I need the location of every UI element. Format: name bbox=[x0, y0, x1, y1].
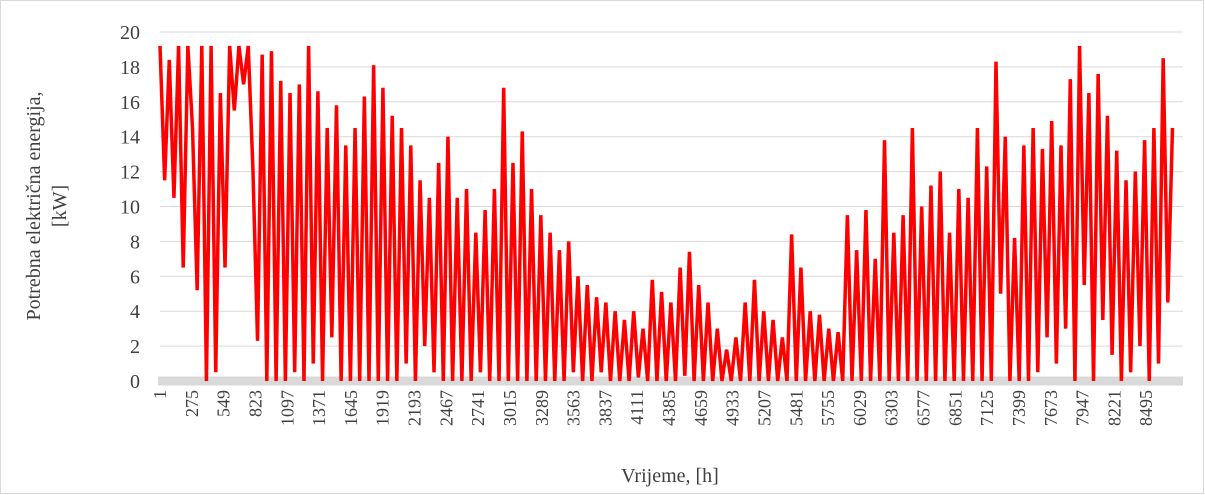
x-tick-label: 6851 bbox=[945, 390, 965, 426]
y-tick-label: 0 bbox=[130, 371, 140, 393]
y-axis-title: Potrebna električna energija, bbox=[23, 92, 45, 321]
x-axis-title: Vrijeme, [h] bbox=[621, 465, 719, 487]
y-tick-label: 16 bbox=[120, 92, 140, 114]
y-tick-label: 10 bbox=[120, 197, 140, 219]
y-tick-label: 2 bbox=[130, 336, 140, 358]
x-tick-label: 549 bbox=[214, 390, 234, 417]
x-tick-label: 2467 bbox=[436, 390, 456, 426]
y-tick-label: 4 bbox=[130, 301, 140, 323]
x-tick-label: 1 bbox=[150, 390, 170, 399]
x-tick-label: 4659 bbox=[691, 390, 711, 426]
x-tick-label: 4933 bbox=[723, 390, 743, 426]
x-tick-label: 7125 bbox=[977, 390, 997, 426]
x-tick-label: 7399 bbox=[1009, 390, 1029, 426]
x-tick-label: 8495 bbox=[1136, 390, 1156, 426]
x-tick-label: 3837 bbox=[595, 390, 615, 426]
y-tick-label: 18 bbox=[120, 57, 140, 79]
x-tick-label: 6577 bbox=[914, 390, 934, 426]
x-tick-label: 3289 bbox=[532, 390, 552, 426]
x-tick-label: 275 bbox=[182, 390, 202, 417]
x-tick-label: 4385 bbox=[659, 390, 679, 426]
x-tick-label: 1371 bbox=[309, 390, 329, 426]
x-tick-label: 4111 bbox=[627, 390, 647, 425]
x-tick-label: 2741 bbox=[468, 390, 488, 426]
x-tick-label: 7673 bbox=[1041, 390, 1061, 426]
x-tick-label: 2193 bbox=[405, 390, 425, 426]
y-tick-label: 20 bbox=[120, 22, 140, 44]
x-tick-label: 5207 bbox=[754, 390, 774, 426]
x-tick-label: 3563 bbox=[564, 390, 584, 426]
x-tick-label: 823 bbox=[245, 390, 265, 417]
x-tick-label: 5755 bbox=[818, 390, 838, 426]
data-line bbox=[158, 45, 1175, 382]
y-tick-label: 8 bbox=[130, 231, 140, 253]
x-tick-label: 8221 bbox=[1104, 390, 1124, 426]
x-tick-label: 6303 bbox=[882, 390, 902, 426]
x-tick-label: 5481 bbox=[786, 390, 806, 426]
x-tick-label: 6029 bbox=[850, 390, 870, 426]
x-tick-label: 3015 bbox=[500, 390, 520, 426]
y-tick-label: 12 bbox=[120, 162, 140, 184]
x-tick-label: 1919 bbox=[373, 390, 393, 426]
y-tick-label: 14 bbox=[120, 127, 140, 149]
y-tick-label: 6 bbox=[130, 266, 140, 288]
x-tick-label: 1645 bbox=[341, 390, 361, 426]
y-axis-title: [kW] bbox=[49, 185, 71, 227]
x-tick-label: 1097 bbox=[277, 390, 297, 426]
x-tick-label: 7947 bbox=[1073, 390, 1093, 426]
